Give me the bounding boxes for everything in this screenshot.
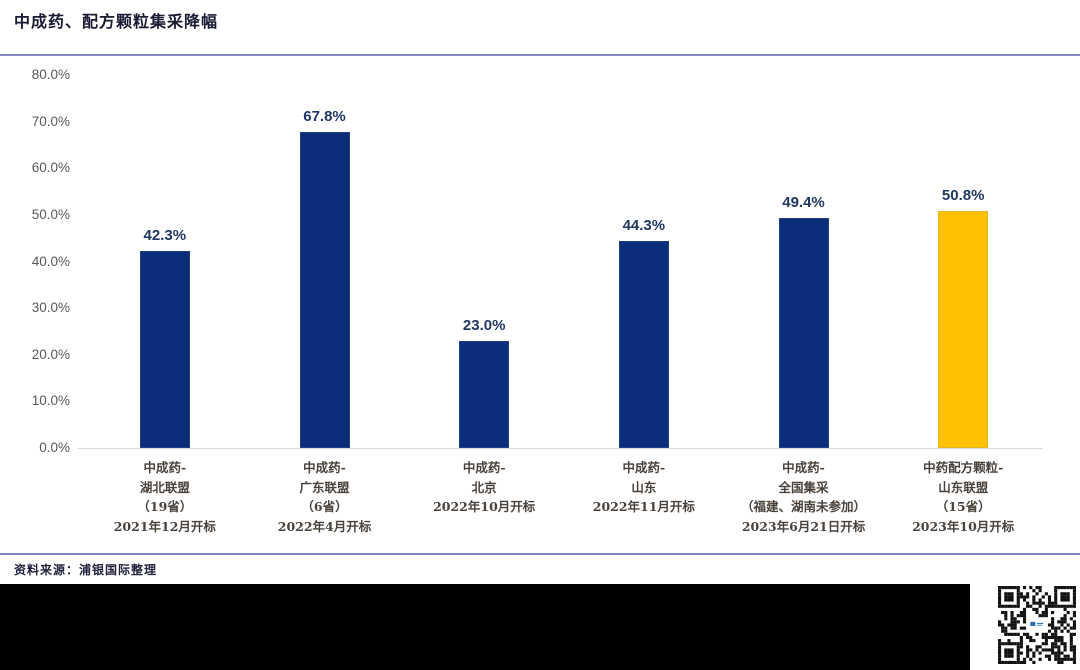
bar-value-label: 23.0% xyxy=(462,316,506,334)
bar-column: 50.8% xyxy=(883,75,1043,448)
bar-column: 42.3% xyxy=(85,75,245,448)
x-axis-category-labels: 中成药- 湖北联盟 （19省） 2021年12月开标 中成药- 广东联盟 （6省） 2022年… xyxy=(85,458,1043,536)
chart-title: 中成药、配方颗粒集采降幅 xyxy=(14,12,219,31)
bar-value-label: 49.4% xyxy=(782,193,825,211)
x-axis-category-label: 中成药- 全国集采 （福建、湖南未参加） 2023年6月21日开标 xyxy=(724,458,884,536)
y-axis-tick: 70.0% xyxy=(31,113,70,129)
x-axis-category-line: 2023年6月21日开标 xyxy=(741,518,866,534)
bar-chart: 80.0% 70.0% 60.0% 50.0% 40.0% 30.0% 20.0% 10.0%… xyxy=(0,60,1080,550)
y-axis-tick: 60.0% xyxy=(31,160,70,176)
x-axis-category-line: 山东联盟 xyxy=(938,479,989,495)
bar-column: 49.4% xyxy=(724,75,884,448)
x-axis-category-line: 中成药- xyxy=(782,460,825,475)
y-axis-tick: 80.0% xyxy=(31,67,70,82)
bar-value-label: 67.8% xyxy=(303,107,346,125)
x-axis-category-line: 北京 xyxy=(471,479,497,495)
x-axis-category-line: 湖北联盟 xyxy=(139,479,190,495)
x-axis-category-line: （19省） xyxy=(137,499,193,514)
x-axis-category-label: 中成药- 广东联盟 （6省） 2022年4月开标 xyxy=(245,458,405,536)
header-divider-line xyxy=(0,54,1080,56)
x-axis-category-line: 2022年4月开标 xyxy=(277,518,372,534)
footer-black-bar xyxy=(0,584,970,670)
x-axis-category-line: （15省） xyxy=(935,499,991,514)
footer-divider-line xyxy=(0,553,1080,555)
source-note: 资料来源：浦银国际整理 xyxy=(14,563,158,577)
x-axis-category-line: 2022年11月开标 xyxy=(592,499,695,514)
bar-value-label: 44.3% xyxy=(622,217,666,235)
x-axis-category-line: 中成药- xyxy=(143,460,187,475)
bar-value-label: 42.3% xyxy=(143,226,187,244)
x-axis-category-line: （福建、湖南未参加） xyxy=(741,499,867,514)
plot-area: 42.3% 67.8% 23.0% 44.3% 49.4% 50.8% xyxy=(85,75,1043,448)
x-axis-category-line: 广东联盟 xyxy=(299,479,350,495)
x-axis-category-line: 2022年10月开标 xyxy=(433,499,536,514)
x-axis-line xyxy=(78,448,1043,449)
x-axis-category-label: 中成药- 北京 2022年10月开标 xyxy=(404,458,564,536)
x-axis-category-line: 山东 xyxy=(631,479,657,495)
qrcode xyxy=(998,586,1076,664)
bar xyxy=(139,250,190,448)
x-axis-category-line: 中药配方颗粒- xyxy=(923,460,1004,475)
x-axis-category-label: 中成药- 湖北联盟 （19省） 2021年12月开标 xyxy=(85,458,245,536)
x-axis-category-line: （6省） xyxy=(301,499,348,514)
x-axis-category-line: 中成药- xyxy=(303,460,346,475)
x-axis-category-label: 中成药- 山东 2022年11月开标 xyxy=(564,458,724,536)
bar xyxy=(299,131,350,448)
y-axis-tick: 0.0% xyxy=(39,440,70,455)
bar xyxy=(938,211,989,448)
bar-column: 44.3% xyxy=(564,75,724,448)
y-axis-tick: 50.0% xyxy=(31,206,70,222)
bar-value-label: 50.8% xyxy=(941,187,985,205)
x-axis-category-line: 中成药- xyxy=(462,460,506,475)
y-axis-tick: 20.0% xyxy=(31,346,70,362)
x-axis-category-line: 中成药- xyxy=(622,460,666,475)
y-axis-tick: 40.0% xyxy=(31,253,70,269)
x-axis-category-line: 全国集采 xyxy=(778,479,829,495)
y-axis-tick: 30.0% xyxy=(31,300,70,316)
x-axis-category-line: 2021年12月开标 xyxy=(113,518,216,534)
bar-column: 67.8% xyxy=(245,75,405,448)
x-axis-category-line: 2023年10月开标 xyxy=(912,518,1015,534)
bar xyxy=(618,241,669,448)
bar xyxy=(778,217,829,448)
bar xyxy=(459,340,510,448)
bar-column: 23.0% xyxy=(404,75,564,448)
y-axis-tick: 10.0% xyxy=(31,393,70,409)
x-axis-category-label: 中药配方颗粒- 山东联盟 （15省） 2023年10月开标 xyxy=(883,458,1043,536)
